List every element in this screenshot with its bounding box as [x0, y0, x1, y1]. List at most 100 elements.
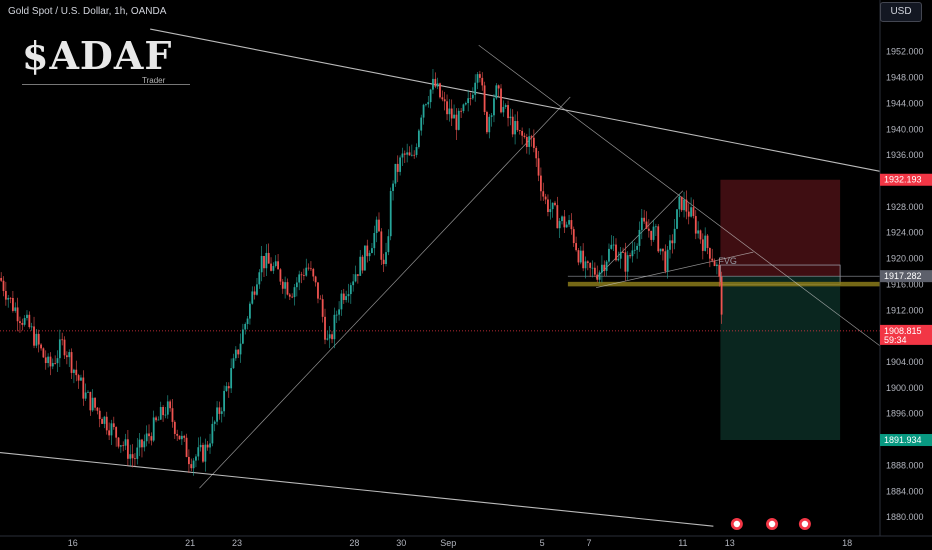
candle: [0, 277, 3, 281]
candle: [49, 356, 52, 367]
candle: [73, 369, 75, 373]
candle: [195, 456, 197, 461]
candle: [697, 230, 700, 234]
candle: [586, 261, 589, 263]
candle: [65, 355, 68, 358]
candle: [98, 410, 101, 420]
candle: [535, 147, 538, 159]
logo-text: $ADAF: [22, 33, 173, 78]
fvg-label: FVG: [718, 256, 737, 266]
candle: [291, 296, 294, 298]
candle: [270, 263, 272, 271]
candle: [389, 191, 392, 237]
candle: [523, 135, 526, 137]
candle: [340, 293, 343, 310]
candle: [554, 202, 556, 206]
candle: [455, 114, 458, 130]
candle: [626, 255, 629, 272]
candle: [338, 309, 340, 315]
candle: [568, 220, 570, 225]
candle: [373, 233, 376, 249]
candle: [471, 94, 474, 99]
candle: [659, 248, 662, 252]
chart-title: Gold Spot / U.S. Dollar, 1h, OANDA: [8, 6, 167, 17]
candle: [119, 445, 122, 447]
candle: [185, 437, 188, 457]
candle: [556, 205, 559, 229]
candle: [157, 419, 160, 421]
candle: [284, 282, 287, 289]
y-tick-label: 1912.000: [886, 305, 924, 315]
candle: [91, 397, 94, 411]
candle: [509, 116, 512, 119]
candle: [173, 421, 176, 434]
event-marker-inner: [733, 520, 741, 528]
price-tag-label: 1917.282: [884, 271, 922, 281]
candle: [518, 130, 521, 132]
candle: [417, 130, 420, 148]
candle: [699, 230, 702, 240]
x-tick-label: 11: [678, 538, 687, 548]
price-tag: [880, 324, 932, 345]
candle: [678, 196, 681, 210]
currency-button[interactable]: USD: [880, 2, 922, 22]
candle: [249, 303, 251, 319]
trend-line-6: [595, 251, 754, 289]
candle: [192, 460, 195, 469]
candle: [394, 163, 397, 184]
logo-subtitle: Trader: [142, 76, 166, 85]
candle: [37, 333, 40, 345]
candle: [692, 207, 695, 217]
candle: [108, 430, 111, 436]
candle: [434, 78, 437, 87]
candle: [326, 338, 329, 340]
candle: [89, 391, 92, 411]
candle: [112, 423, 115, 428]
candle: [676, 209, 678, 229]
candle: [328, 334, 331, 339]
candle: [58, 339, 61, 359]
candle: [110, 423, 113, 436]
y-tick-label: 1880.000: [886, 512, 924, 522]
candle: [488, 116, 491, 133]
candle: [199, 444, 202, 448]
price-tag: [880, 173, 932, 186]
candle: [652, 226, 655, 240]
candle: [68, 352, 71, 358]
candle: [420, 117, 423, 131]
candle: [364, 245, 366, 271]
candle: [371, 248, 373, 253]
candle: [481, 77, 484, 86]
candle: [457, 110, 460, 130]
candle: [441, 97, 444, 100]
candle: [295, 282, 298, 288]
candle: [204, 444, 207, 462]
stop-loss-zone: [720, 179, 841, 277]
candle: [474, 82, 477, 95]
price-tag-label: 1891.934: [884, 435, 922, 445]
candle: [324, 316, 326, 340]
candle: [694, 216, 697, 234]
candle: [380, 231, 383, 260]
candle: [42, 348, 45, 358]
price-tag-label: 1908.815: [884, 326, 922, 336]
candle: [547, 199, 549, 213]
candle: [319, 298, 322, 300]
candle: [483, 85, 486, 112]
candle: [124, 439, 127, 446]
price-tag: [880, 434, 932, 447]
candle: [415, 147, 418, 155]
candle: [633, 249, 636, 251]
candle: [115, 427, 118, 438]
candle: [584, 261, 587, 269]
candle: [152, 417, 155, 441]
candle: [230, 368, 233, 389]
candle: [293, 287, 296, 298]
candle: [664, 251, 667, 272]
candle: [537, 158, 540, 176]
x-tick-label: 28: [349, 538, 359, 548]
candle: [180, 435, 183, 440]
candle: [460, 110, 463, 112]
candle: [704, 235, 707, 251]
